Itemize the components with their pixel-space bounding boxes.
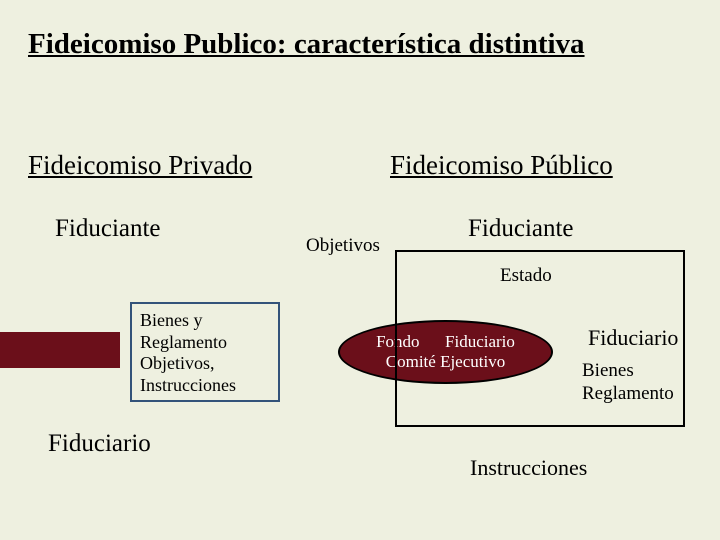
slide-title: Fideicomiso Publico: característica dist… xyxy=(28,28,585,61)
estado-label: Estado xyxy=(500,265,552,287)
objetivos-label: Objetivos xyxy=(306,235,380,257)
ellipse-fondo: Fondo xyxy=(376,332,419,351)
right-bienes-reglamento: Bienes Reglamento xyxy=(582,360,674,406)
bracket-right xyxy=(683,250,685,425)
ellipse-fiduciario: Fiduciario xyxy=(445,332,515,351)
bracket-bottom xyxy=(395,425,685,427)
left-box-line3: Objetivos, xyxy=(140,353,215,373)
bracket-top xyxy=(395,250,685,252)
left-fiduciante-label: Fiduciante xyxy=(55,215,161,243)
right-reglamento: Reglamento xyxy=(582,383,674,404)
left-box-line2: Reglamento xyxy=(140,332,227,352)
right-fiduciante-label: Fiduciante xyxy=(468,215,574,243)
right-instrucciones-label: Instrucciones xyxy=(470,455,587,481)
left-fiduciario-label: Fiduciario xyxy=(48,430,151,458)
left-box-line1: Bienes y xyxy=(140,310,203,330)
fondo-ellipse: Fondo Fiduciario Comité Ejecutivo xyxy=(338,320,553,384)
left-column-header: Fideicomiso Privado xyxy=(28,150,252,181)
right-column-header: Fideicomiso Público xyxy=(390,150,613,181)
right-fiduciario-label: Fiduciario xyxy=(588,325,678,351)
slide-content: Fideicomiso Publico: característica dist… xyxy=(0,0,720,540)
ellipse-comite: Comité Ejecutivo xyxy=(386,352,505,372)
bracket-left xyxy=(395,250,397,425)
left-box-line4: Instrucciones xyxy=(140,375,236,395)
right-bienes: Bienes xyxy=(582,360,634,381)
left-box: Bienes y Reglamento Objetivos, Instrucci… xyxy=(130,302,280,402)
